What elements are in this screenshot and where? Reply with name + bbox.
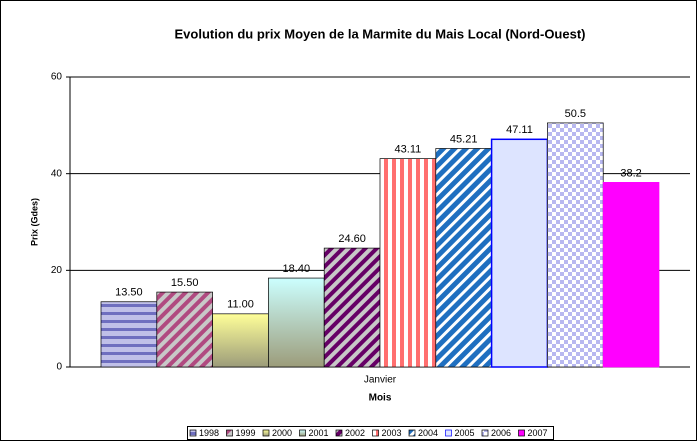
legend-swatch xyxy=(262,429,270,437)
bar xyxy=(490,138,549,368)
legend-label: 2002 xyxy=(345,428,365,438)
legend-swatch xyxy=(372,429,379,437)
legend-swatch xyxy=(189,429,197,437)
bar xyxy=(602,182,660,368)
legend-swatch xyxy=(299,429,306,437)
bar xyxy=(156,291,213,368)
legend-box xyxy=(187,426,554,440)
legend-swatch xyxy=(408,429,416,437)
bar xyxy=(435,148,492,368)
legend-label: 1998 xyxy=(199,428,219,438)
legend-swatch xyxy=(445,429,452,437)
legend-label: 2001 xyxy=(309,428,329,438)
legend-swatch xyxy=(518,429,525,437)
y-tick-label: 20 xyxy=(51,265,63,276)
legend-label: 2000 xyxy=(272,428,292,438)
data-label: 38.2 xyxy=(620,167,641,179)
data-label: 13.50 xyxy=(115,287,143,299)
data-label: 43.11 xyxy=(395,144,422,156)
legend-label: 2003 xyxy=(382,428,402,438)
legend-label: 2007 xyxy=(528,428,548,438)
chart-title: Evolution du prix Moyen de la Marmite du… xyxy=(175,26,586,41)
y-tick-label: 0 xyxy=(56,362,62,373)
legend-label: 1999 xyxy=(236,428,256,438)
data-label: 50.5 xyxy=(565,108,586,120)
legend-label: 2004 xyxy=(418,428,438,438)
data-label: 15.50 xyxy=(171,277,199,289)
y-tick-label: 60 xyxy=(51,72,63,83)
legend-swatch xyxy=(481,429,489,437)
bar xyxy=(323,247,381,368)
bar xyxy=(100,301,158,368)
legend-label: 2006 xyxy=(491,428,511,438)
legend-swatch xyxy=(226,429,233,437)
data-label: 18.40 xyxy=(283,263,311,275)
x-tick-label: Janvier xyxy=(364,375,397,386)
bar xyxy=(379,158,437,368)
bar xyxy=(547,122,604,368)
y-axis-label: Prix (Gdes) xyxy=(29,198,39,246)
legend-swatch xyxy=(335,429,343,437)
y-tick-label: 40 xyxy=(51,168,63,179)
data-label: 24.60 xyxy=(338,233,366,245)
data-label: 47.11 xyxy=(506,124,533,136)
bar xyxy=(212,313,269,368)
data-label: 45.21 xyxy=(450,133,478,145)
data-label: 11.00 xyxy=(227,299,254,311)
bar xyxy=(268,277,325,368)
x-axis-label: Mois xyxy=(369,393,392,404)
legend-label: 2005 xyxy=(455,428,475,438)
